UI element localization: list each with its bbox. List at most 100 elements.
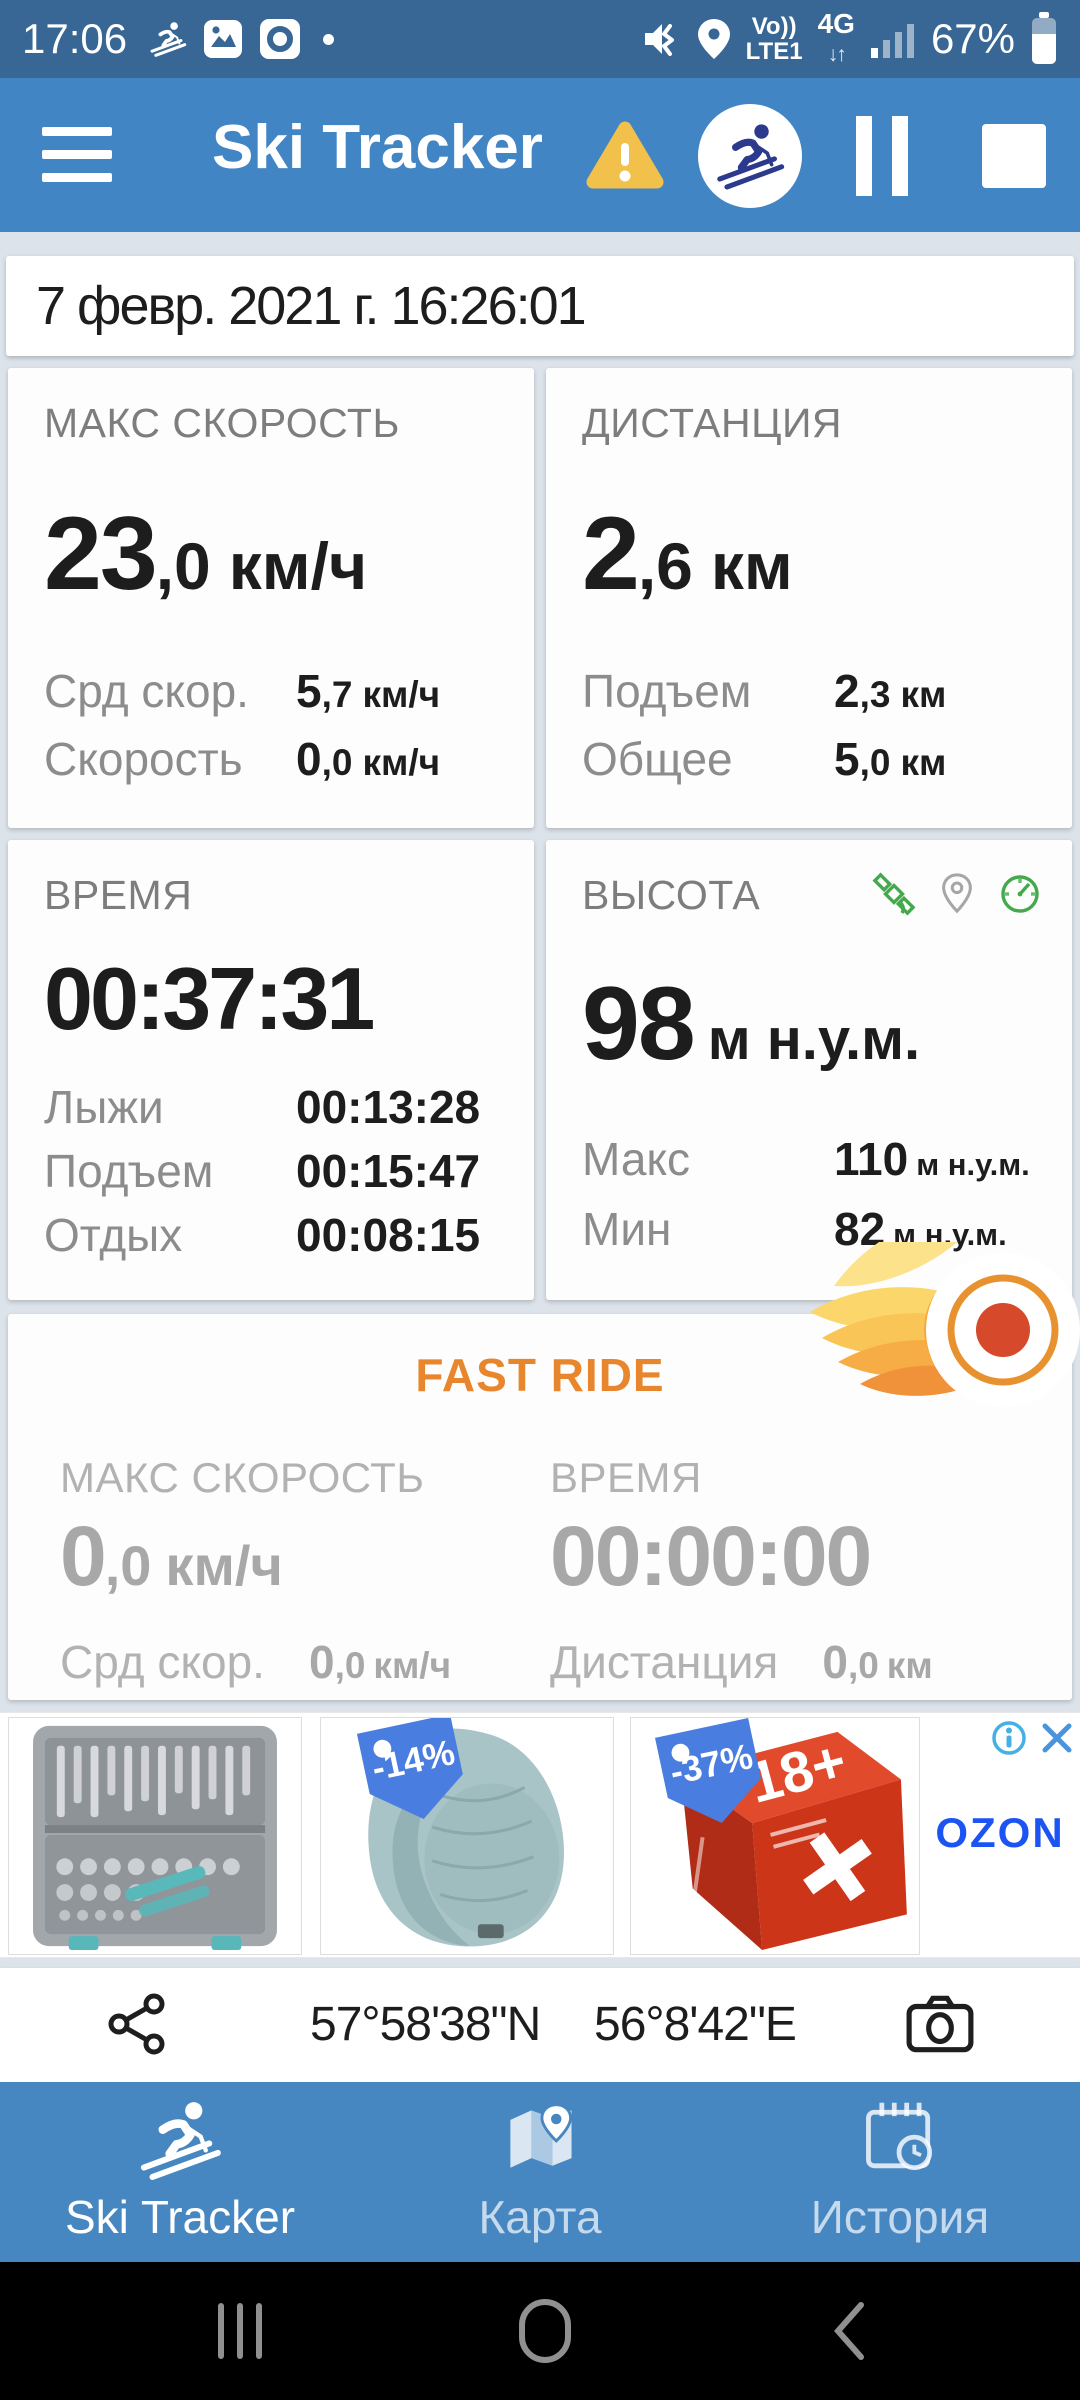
tab-label: История	[810, 2191, 990, 2243]
satellite-icon	[872, 872, 916, 916]
session-datetime-bar: 7 февр. 2021 г. 16:26:01	[6, 256, 1074, 356]
max-speed-rows: Срд скор. 5,7 км/ч Скорость 0,0 км/ч	[44, 662, 498, 792]
record-dot-icon	[976, 1303, 1030, 1357]
warning-icon	[586, 121, 664, 189]
skier-notification-icon	[150, 22, 187, 57]
battery-percent: 67%	[930, 15, 1015, 62]
ad-banner: -14% 18+	[0, 1712, 1080, 1958]
mute-vibrate-icon	[644, 24, 674, 56]
latitude-value: 57°58'38"N	[310, 1998, 541, 2051]
status-bar-right: Vo)) LTE1 4G ↓↑ 67%	[642, 7, 1058, 68]
cross-icon	[803, 1832, 872, 1902]
hamburger-icon	[42, 127, 112, 182]
pause-button[interactable]	[856, 116, 908, 196]
android-navigation-bar	[0, 2262, 1080, 2400]
signal-strength-icon	[870, 24, 914, 58]
fast-ride-title: FAST RIDE	[415, 1349, 665, 1401]
ad-brand-ozon[interactable]: OZON	[935, 1809, 1065, 1856]
location-pin-icon	[942, 873, 972, 914]
fast-ride-speed-column: МАКС СКОРОСТЬ 0,0 км/ч Срд скор. 0,0 км/ч	[8, 1454, 540, 1689]
gauge-icon	[1001, 875, 1039, 913]
stop-button[interactable]	[982, 124, 1046, 188]
card-distance: ДИСТАНЦИЯ 2,6 км Подъем 2,3 км Общее 5,0 км	[546, 368, 1072, 828]
status-bar-left: 17:06	[22, 15, 335, 63]
location-active-icon	[697, 19, 730, 59]
stat-row: Подъем 2,3 км	[582, 665, 947, 717]
map-tab-icon	[510, 2103, 573, 2168]
recents-button[interactable]	[218, 2262, 262, 2400]
status-bar: 17:06	[0, 0, 1080, 78]
box-image: 18+ -37%	[655, 1718, 907, 1951]
camera-icon	[906, 1995, 974, 2053]
menu-button[interactable]	[42, 125, 112, 185]
ad-product-chair[interactable]: -14%	[320, 1717, 614, 1955]
skier-tab-icon	[140, 2102, 221, 2180]
distance-value: 2,6 км	[582, 496, 793, 612]
fast-ride-distance: Дистанция 0,0 км	[550, 1636, 933, 1688]
stat-row: Подъем 00:15:47	[44, 1145, 481, 1197]
card-title: МАКС СКОРОСТЬ	[44, 400, 400, 446]
recents-icon	[218, 2303, 262, 2359]
distance-rows: Подъем 2,3 км Общее 5,0 км	[582, 662, 1036, 792]
discount-tag-icon: -14%	[356, 1718, 463, 1820]
notification-dot-icon	[323, 33, 335, 45]
clock: 17:06	[22, 15, 128, 62]
bottom-navigation: Ski Tracker Карта	[0, 2082, 1080, 2262]
longitude-value: 56°8'42"E	[594, 1998, 797, 2051]
tab-history[interactable]: История	[720, 2082, 1080, 2262]
share-button[interactable]	[106, 1992, 170, 2056]
card-max-speed: МАКС СКОРОСТЬ 23,0 км/ч Срд скор. 5,7 км/ч…	[8, 368, 534, 828]
flame-record-icon	[810, 1242, 1080, 1407]
stat-row: Срд скор. 5,7 км/ч	[44, 665, 441, 717]
fast-ride-max-speed: 0,0 км/ч	[60, 1509, 283, 1603]
max-speed-value: 23,0 км/ч	[44, 496, 368, 612]
ad-product-toolkit[interactable]	[8, 1717, 302, 1955]
altitude-value: 98 м н.у.м.	[582, 966, 921, 1082]
ad-info-icon[interactable]	[990, 1719, 1028, 1757]
fast-ride-time-column: ВРЕМЯ 00:00:00 Дистанция 0,0 км	[540, 1454, 1072, 1689]
stat-row: Скорость 0,0 км/ч	[44, 733, 441, 785]
app-title: Ski Tracker	[212, 113, 543, 182]
ad-side-panel: OZON	[920, 1713, 1080, 1959]
stat-row: Лыжи 00:13:28	[44, 1081, 481, 1133]
home-icon	[519, 2299, 571, 2363]
time-value: 00:37:31	[44, 948, 375, 1048]
pause-icon	[856, 116, 872, 196]
stat-row: Отдых 00:08:15	[44, 1209, 481, 1261]
tab-label: Ski Tracker	[64, 2191, 296, 2243]
back-icon	[833, 2302, 864, 2360]
chair-image: -14%	[356, 1718, 564, 1947]
ad-close-icon[interactable]	[1040, 1721, 1074, 1755]
card-altitude: ВЫСОТА 98 м н.у.м.	[546, 840, 1072, 1300]
discount-tag-icon: -37%	[655, 1718, 761, 1823]
coordinates-bar: 57°58'38"N 56°8'42"E	[0, 1968, 1080, 2082]
card-title: ВЫСОТА	[582, 872, 761, 918]
app-bar: Ski Tracker	[0, 78, 1080, 232]
tab-map[interactable]: Карта	[360, 2082, 720, 2262]
card-title: ВРЕМЯ	[44, 872, 193, 918]
back-button[interactable]	[832, 2262, 866, 2400]
home-button[interactable]	[518, 2262, 572, 2400]
camera-button[interactable]	[905, 1994, 975, 2054]
activity-skier-badge[interactable]	[698, 104, 802, 208]
stat-row: Макс 110 м н.у.м.	[582, 1133, 1030, 1185]
volte-indicator: Vo)) LTE1	[745, 13, 803, 65]
gallery-notification-icon	[204, 20, 243, 58]
network-type-indicator: 4G ↓↑	[817, 7, 855, 66]
history-tab-icon	[866, 2102, 933, 2171]
card-time: ВРЕМЯ 00:37:31 Лыжи 00:13:28 Подъем 00:1…	[8, 840, 534, 1300]
altitude-status-icons	[870, 870, 1044, 918]
card-title: ДИСТАНЦИЯ	[582, 400, 843, 446]
share-icon	[108, 1993, 165, 2055]
toolkit-image	[33, 1725, 277, 1951]
gps-warning-button[interactable]	[583, 118, 667, 194]
session-datetime: 7 февр. 2021 г. 16:26:01	[36, 276, 587, 336]
record-button[interactable]	[798, 1242, 1080, 1412]
tab-ski-tracker[interactable]: Ski Tracker	[0, 2082, 360, 2262]
fast-ride-time: 00:00:00	[550, 1509, 872, 1603]
time-rows: Лыжи 00:13:28 Подъем 00:15:47 Отдых 00:0…	[44, 1078, 498, 1264]
tab-label: Карта	[478, 2191, 602, 2243]
ad-product-box[interactable]: 18+ -37%	[630, 1717, 920, 1955]
fast-ride-avg-speed: Срд скор. 0,0 км/ч	[60, 1636, 452, 1688]
